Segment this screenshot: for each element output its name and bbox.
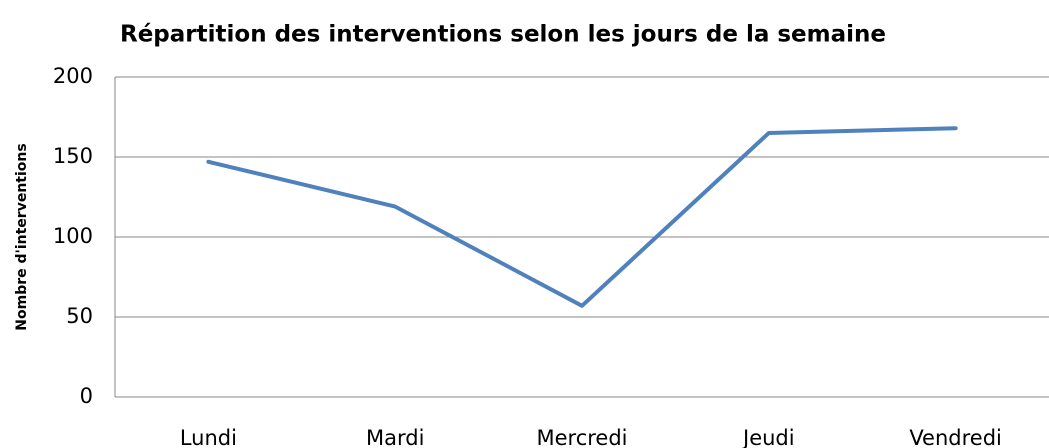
- y-tick-label: 50: [66, 304, 93, 328]
- y-tick-label: 0: [80, 384, 93, 408]
- x-tick-label: Mardi: [366, 426, 424, 448]
- x-tick-label: Vendredi: [909, 426, 1002, 448]
- y-tick-label: 100: [53, 224, 93, 248]
- y-axis-label: Nombre d'interventions: [14, 143, 30, 330]
- chart-title: Répartition des interventions selon les …: [120, 22, 886, 48]
- y-tick-label: 150: [53, 144, 93, 168]
- x-tick-label: Lundi: [180, 426, 237, 448]
- y-tick-label: 200: [53, 64, 93, 88]
- x-tick-label: Mercredi: [536, 426, 627, 448]
- line-series: [206, 126, 958, 308]
- x-tick-label: Jeudi: [741, 426, 795, 448]
